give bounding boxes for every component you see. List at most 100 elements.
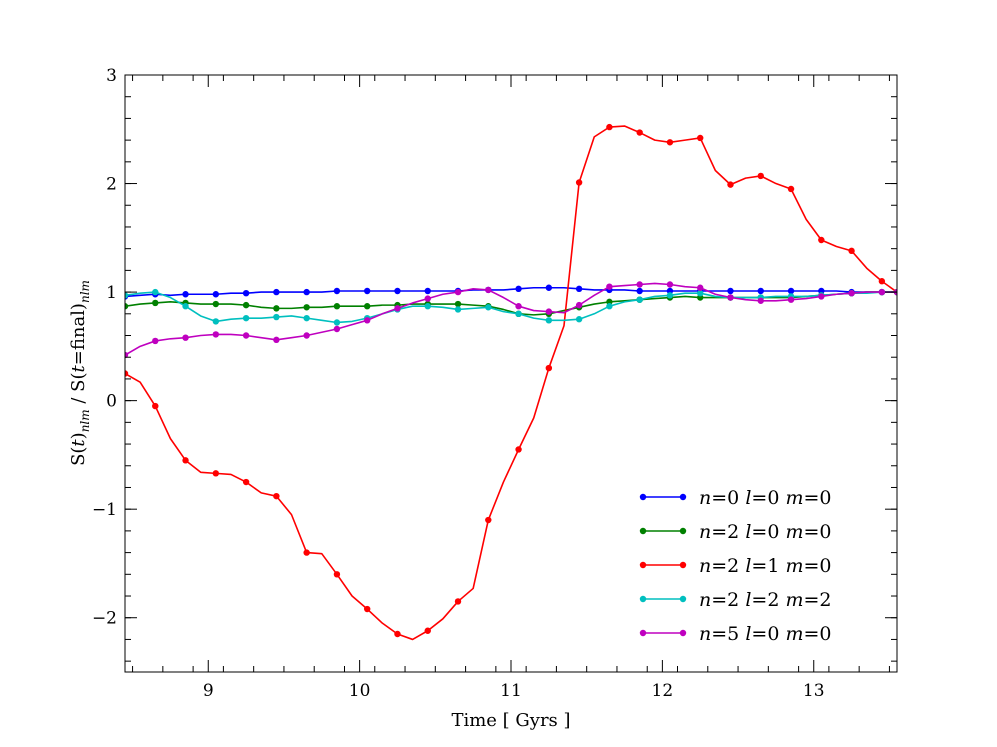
y-label-mid2: / S( — [68, 372, 89, 409]
legend-marker — [679, 629, 687, 637]
series-point-1 — [152, 299, 159, 307]
legend-marker — [679, 561, 687, 569]
series-point-4 — [152, 337, 159, 345]
series-point-2 — [818, 236, 825, 244]
legend-label-0: n=0 l=0 m=0 — [699, 487, 832, 509]
legend-label-4: n=5 l=0 m=0 — [699, 623, 832, 645]
legend-marker — [639, 527, 647, 535]
legend-marker — [679, 595, 687, 603]
series-point-3 — [273, 313, 280, 321]
series-point-3 — [333, 319, 341, 326]
series-point-3 — [606, 303, 613, 310]
series-point-1 — [363, 303, 371, 310]
series-point-4 — [727, 294, 734, 301]
series-point-3 — [545, 317, 553, 324]
series-point-4 — [848, 289, 855, 297]
series-point-2 — [303, 549, 310, 556]
series-point-0 — [515, 285, 522, 293]
series-line-4 — [125, 282, 897, 356]
series-point-4 — [273, 336, 280, 344]
series-point-0 — [636, 287, 643, 295]
series-point-0 — [363, 287, 371, 295]
series-point-0 — [727, 287, 734, 295]
legend-marker — [639, 595, 647, 603]
y-tick-label: 1 — [106, 283, 117, 303]
series-point-4 — [212, 331, 220, 338]
series-point-3 — [424, 303, 431, 310]
y-label-t1: t — [68, 439, 89, 447]
series-group — [125, 123, 897, 641]
series-line-1 — [125, 291, 897, 316]
legend-label-2: n=2 l=1 m=0 — [699, 555, 832, 577]
series-point-0 — [424, 287, 431, 295]
x-tick-label: 12 — [652, 681, 674, 701]
series-point-3 — [666, 292, 674, 299]
series-point-3 — [125, 292, 129, 299]
series-point-4 — [394, 305, 401, 312]
series-point-2 — [212, 470, 220, 477]
series-point-2 — [697, 134, 704, 142]
series-point-2 — [727, 181, 734, 188]
legend: n=0 l=0 m=0 n=2 l=0 m=0 n=2 l=1 m=0 n=2 l=2… — [639, 487, 832, 645]
series-point-0 — [757, 287, 764, 295]
series-point-0 — [787, 287, 795, 295]
series-point-2 — [454, 598, 462, 605]
series-point-3 — [575, 316, 583, 323]
y-label-sub2: nlm — [78, 280, 92, 303]
series-point-1 — [303, 304, 310, 311]
series-point-0 — [394, 287, 401, 295]
series-point-0 — [333, 287, 341, 295]
series-point-2 — [636, 129, 643, 136]
series-point-2 — [848, 247, 855, 255]
y-axis-label: S(t)nlm / S(t=final)nlm — [68, 280, 92, 466]
series-point-4 — [182, 334, 189, 341]
series-point-2 — [182, 457, 189, 464]
series-point-4 — [636, 281, 643, 288]
y-tick-label: 3 — [106, 66, 117, 86]
y-label-sub1: nlm — [78, 409, 92, 432]
x-tick-label: 10 — [349, 681, 371, 701]
series-point-0 — [273, 288, 280, 296]
plot-lines — [125, 123, 897, 641]
legend-marker — [639, 493, 647, 501]
series-point-1 — [212, 300, 220, 308]
x-axis-label: Time [ Gyrs ] — [451, 710, 570, 731]
y-tick-label: 2 — [106, 175, 117, 195]
x-tick-label: 11 — [500, 681, 522, 701]
series-point-3 — [182, 303, 189, 310]
series-point-4 — [787, 296, 795, 303]
series-point-0 — [212, 291, 220, 298]
series-point-0 — [575, 285, 583, 293]
series-point-3 — [697, 289, 704, 297]
series-point-4 — [878, 288, 886, 296]
series-point-4 — [575, 301, 583, 309]
x-tick-label: 9 — [203, 681, 214, 701]
legend-label-3: n=2 l=2 m=2 — [699, 589, 832, 611]
series-point-4 — [242, 332, 250, 339]
series-point-4 — [303, 332, 310, 339]
series-point-2 — [757, 172, 764, 180]
series-point-3 — [515, 310, 522, 317]
series-point-2 — [363, 605, 371, 613]
series-point-1 — [333, 303, 341, 310]
series-point-4 — [485, 286, 492, 294]
series-point-2 — [424, 627, 431, 634]
legend-marker — [639, 561, 647, 569]
series-point-3 — [636, 296, 643, 303]
series-point-4 — [818, 293, 825, 300]
series-point-3 — [454, 306, 462, 313]
y-tick-label: −2 — [92, 609, 117, 629]
series-point-2 — [333, 571, 341, 578]
x-tick-label: 13 — [803, 681, 825, 701]
series-point-2 — [666, 139, 674, 146]
series-point-4 — [363, 317, 371, 324]
series-point-2 — [125, 370, 129, 377]
plot-frame — [124, 74, 898, 673]
series-point-1 — [242, 301, 250, 309]
series-point-1 — [125, 303, 129, 310]
y-label-mid3: =final) — [68, 303, 89, 365]
series-point-4 — [666, 281, 674, 288]
series-point-0 — [242, 289, 250, 297]
